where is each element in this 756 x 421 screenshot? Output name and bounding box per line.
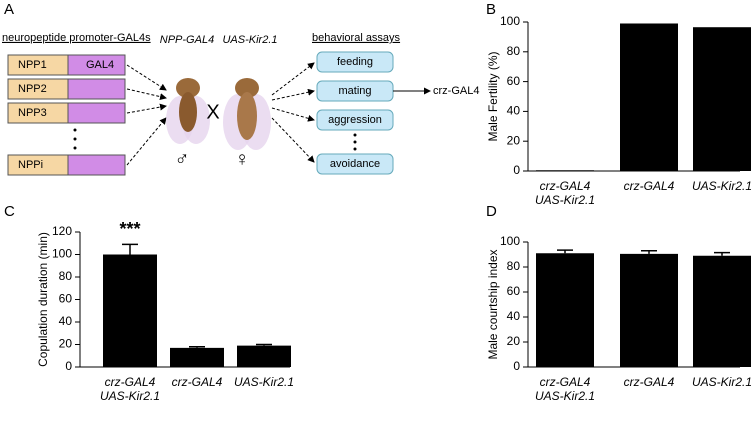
x-tick-label: crz-GAL4 UAS-Kir2.1 [100, 375, 160, 403]
y-axis-label: Male Fertility (%) [486, 51, 500, 141]
right-title: behavioral assays [312, 32, 401, 44]
cross: X [206, 101, 219, 123]
y-tick-label: 120 [52, 224, 72, 238]
result: crz-GAL4 [433, 85, 479, 97]
x-tick-label: crz-GAL4 [172, 375, 223, 389]
y-tick-label: 60 [507, 284, 521, 298]
bar [170, 347, 224, 367]
bar [620, 23, 678, 171]
construct: NPP1 [18, 59, 47, 71]
x-tick-label: crz-GAL4 UAS-Kir2.1 [535, 179, 595, 207]
x-tick-label: UAS-Kir2.1 [692, 179, 752, 193]
assay: feeding [337, 56, 373, 68]
y-tick-label: 100 [52, 247, 72, 261]
construct: NPP2 [18, 83, 47, 95]
x-tick-label: UAS-Kir2.1 [692, 375, 752, 389]
y-tick-label: 80 [507, 259, 521, 273]
bar [237, 345, 291, 367]
y-tick-label: 0 [513, 359, 520, 373]
bar [536, 170, 594, 171]
assay: avoidance [330, 158, 380, 170]
construct: NPP3 [18, 107, 47, 119]
y-tick-label: 100 [500, 14, 520, 28]
male-genotype: NPP-GAL4 [160, 34, 214, 46]
annotation: *** [119, 219, 140, 239]
constructs: NPP1 GAL4 NPP2 NPP3 NPPi [7, 54, 126, 176]
bar [693, 255, 751, 367]
bar [693, 27, 751, 172]
panel-label: D [486, 203, 497, 220]
y-axis-label: Copulation duration (min) [36, 232, 50, 367]
y-tick-label: 20 [507, 133, 521, 147]
y-tick-label: 20 [507, 334, 521, 348]
assay: aggression [328, 114, 382, 126]
y-tick-label: 80 [507, 44, 521, 58]
y-tick-label: 60 [507, 74, 521, 88]
assays: feeding mating aggression avoidance [316, 51, 394, 175]
bar [103, 254, 157, 367]
arrows-out [271, 62, 315, 163]
x-tick-label: crz-GAL4 [624, 375, 675, 389]
y-tick-label: 0 [513, 163, 520, 177]
left-title: neuropeptide promoter-GAL4s [2, 32, 151, 44]
panel-label: A [4, 1, 14, 18]
y-axis-label: Male courtship index [486, 249, 500, 359]
y-tick-label: 20 [59, 337, 73, 351]
flies [166, 78, 271, 150]
male-symbol: ♂ [175, 148, 190, 170]
x-tick-label: UAS-Kir2.1 [234, 375, 294, 389]
bar [536, 253, 594, 367]
driver: GAL4 [86, 59, 114, 71]
y-tick-label: 40 [507, 309, 521, 323]
panel-label: C [4, 203, 15, 220]
y-tick-label: 40 [507, 104, 521, 118]
female-genotype: UAS-Kir2.1 [222, 34, 277, 46]
y-tick-label: 60 [59, 292, 73, 306]
bar [620, 253, 678, 367]
x-tick-label: crz-GAL4 UAS-Kir2.1 [535, 375, 595, 403]
x-tick-label: crz-GAL4 [624, 179, 675, 193]
assay: mating [338, 85, 371, 97]
construct: NPPi [18, 159, 43, 171]
arrows-in [126, 64, 167, 166]
y-tick-label: 80 [59, 269, 73, 283]
panel-label: B [486, 1, 496, 18]
female-symbol: ♀ [235, 148, 250, 170]
y-tick-label: 40 [59, 314, 73, 328]
panel-a: A neuropeptide promoter-GAL4s NPP1 GAL4 … [2, 1, 479, 176]
y-tick-label: 100 [500, 234, 520, 248]
y-tick-label: 0 [65, 359, 72, 373]
